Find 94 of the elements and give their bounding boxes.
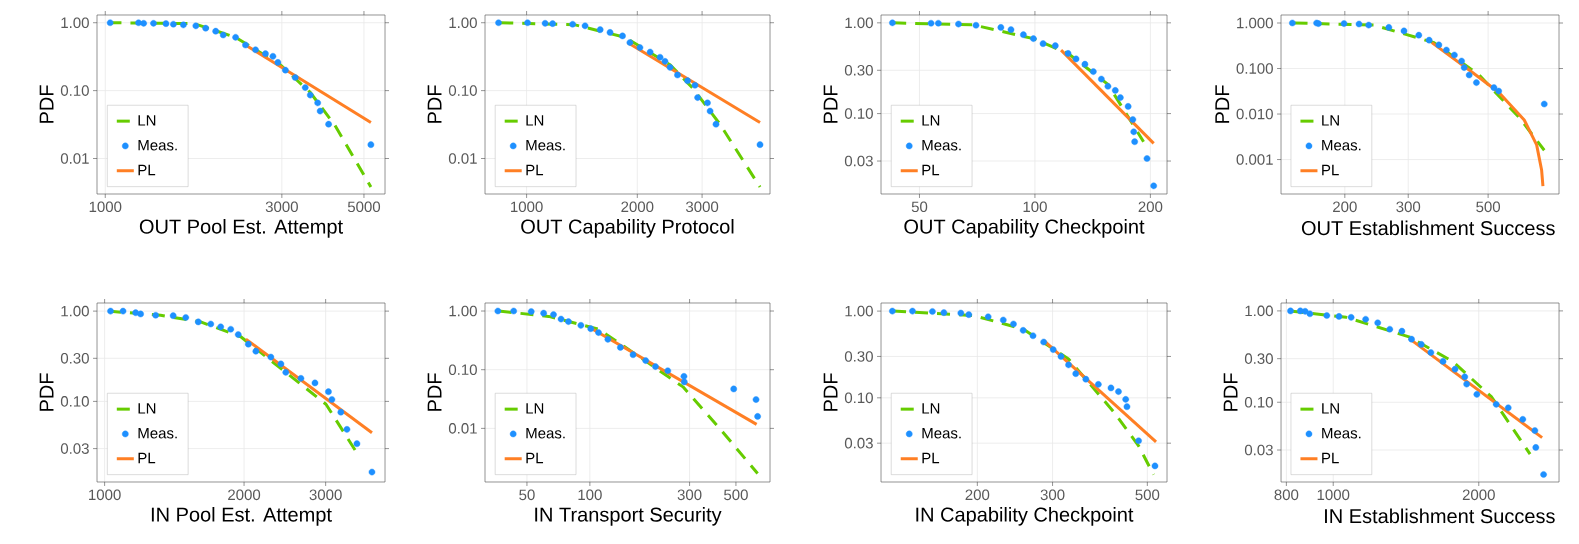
- x-tick-label: 1000: [89, 201, 122, 213]
- x-tick-label: 1000: [1317, 489, 1350, 501]
- y-axis-title: PDF: [1215, 85, 1230, 123]
- x-tick-label: 5000: [347, 201, 381, 213]
- x-axis-title: OUT Pool Est. Attempt: [139, 218, 343, 238]
- legend-label: Meas.: [138, 140, 177, 151]
- y-axis-title: PDF: [427, 373, 442, 411]
- y-tick-label: 1.000: [1237, 17, 1273, 29]
- x-axis-title: IN Establishment Success: [1325, 508, 1555, 524]
- y-axis-title: PDF: [39, 85, 54, 123]
- x-axis-title: IN Pool Est. Attempt: [151, 506, 332, 526]
- y-tick-label: 1.00: [845, 17, 873, 29]
- y-tick-label: 0.30: [60, 353, 89, 364]
- legend-label: Meas.: [526, 140, 565, 151]
- legend-label: Meas.: [138, 428, 177, 439]
- y-axis-title: PDF: [39, 373, 54, 411]
- legend-label: PL: [1322, 452, 1339, 464]
- x-tick-label: 500: [1476, 201, 1501, 213]
- y-tick-label: 0.01: [448, 153, 477, 164]
- x-tick-label: 200: [965, 489, 990, 501]
- y-tick-label: 0.01: [60, 153, 89, 164]
- y-axis-title: PDF: [1223, 373, 1238, 411]
- y-tick-label: 1.00: [1245, 305, 1273, 317]
- y-tick-label: 0.10: [844, 392, 873, 404]
- y-tick-label: 0.30: [1244, 353, 1273, 364]
- x-tick-label: 3000: [265, 201, 298, 213]
- y-tick-label: 0.10: [448, 85, 477, 96]
- legend-label: PL: [138, 164, 156, 176]
- x-tick-label: 50: [911, 201, 928, 213]
- x-tick-label: 3000: [685, 201, 719, 213]
- x-tick-label: 100: [578, 489, 602, 501]
- x-tick-label: 3000: [309, 489, 342, 501]
- legend-label: LN: [138, 115, 156, 126]
- legend-label: LN: [1322, 403, 1339, 414]
- y-tick-label: 0.30: [844, 64, 873, 76]
- y-tick-label: 0.100: [1236, 63, 1273, 74]
- x-tick-label: 500: [724, 489, 748, 501]
- y-tick-label: 1.00: [61, 305, 89, 317]
- legend-label: PL: [922, 452, 940, 464]
- legend-label: Meas.: [922, 428, 961, 439]
- legend-label: LN: [922, 115, 940, 126]
- legend-label: LN: [526, 115, 544, 126]
- y-tick-label: 0.03: [60, 443, 89, 454]
- legend-label: PL: [1322, 164, 1339, 176]
- x-axis-title: OUT Capability Checkpoint: [904, 218, 1145, 238]
- y-tick-label: 0.10: [1244, 396, 1273, 408]
- legend-label: Meas.: [526, 428, 565, 439]
- legend-label: PL: [138, 452, 156, 464]
- x-axis-title: OUT Establishment Success: [1301, 220, 1555, 236]
- y-tick-label: 1.00: [449, 17, 477, 29]
- y-axis-title: PDF: [823, 373, 838, 411]
- legend-label: LN: [138, 403, 156, 414]
- y-tick-label: 1.00: [449, 305, 477, 317]
- y-tick-label: 0.03: [1244, 444, 1273, 456]
- x-axis-title: IN Capability Checkpoint: [916, 506, 1134, 526]
- y-tick-label: 0.03: [844, 437, 873, 449]
- legend-label: Meas.: [1322, 428, 1361, 439]
- x-tick-label: 300: [1040, 489, 1065, 501]
- x-tick-label: 200: [1138, 201, 1163, 213]
- y-tick-label: 0.10: [60, 396, 89, 407]
- y-tick-label: 0.03: [844, 155, 873, 167]
- x-tick-label: 300: [1396, 201, 1421, 213]
- x-tick-label: 200: [1333, 201, 1357, 213]
- y-axis-title: PDF: [823, 85, 838, 123]
- legend-label: PL: [526, 452, 544, 464]
- x-axis-title: IN Transport Security: [535, 506, 722, 526]
- y-axis-title: PDF: [427, 85, 442, 123]
- y-tick-label: 0.01: [448, 423, 477, 434]
- x-tick-label: 500: [1135, 489, 1160, 501]
- x-tick-label: 2000: [228, 489, 261, 501]
- legend-label: Meas.: [1322, 140, 1361, 151]
- y-tick-label: 1.00: [61, 17, 89, 29]
- x-axis-title: OUT Capability Protocol: [521, 218, 734, 238]
- legend-label: LN: [526, 403, 544, 414]
- y-tick-label: 0.30: [844, 351, 873, 362]
- legend-label: Meas.: [922, 140, 961, 151]
- x-tick-label: 1000: [511, 201, 543, 213]
- legend-label: PL: [922, 164, 940, 176]
- y-tick-label: 0.001: [1236, 154, 1273, 165]
- y-tick-label: 1.00: [845, 305, 873, 317]
- x-tick-label: 2000: [621, 201, 654, 213]
- x-tick-label: 100: [1023, 201, 1047, 213]
- x-tick-label: 50: [519, 489, 535, 501]
- legend-label: LN: [1322, 115, 1339, 126]
- legend-label: LN: [922, 403, 940, 414]
- y-tick-label: 0.10: [448, 364, 477, 376]
- x-tick-label: 800: [1274, 489, 1299, 501]
- legend-label: PL: [526, 164, 544, 176]
- x-tick-label: 2000: [1462, 489, 1495, 501]
- y-tick-label: 0.10: [844, 108, 873, 119]
- x-tick-label: 300: [677, 489, 702, 501]
- y-tick-label: 0.10: [60, 85, 89, 96]
- y-tick-label: 0.010: [1236, 108, 1273, 120]
- x-tick-label: 1000: [89, 489, 121, 501]
